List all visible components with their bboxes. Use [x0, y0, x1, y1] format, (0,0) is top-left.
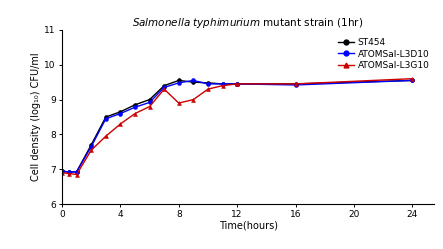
Title: $\it{Salmonella\ typhimurium}$ mutant strain (1hr): $\it{Salmonella\ typhimurium}$ mutant st… — [132, 16, 364, 30]
Y-axis label: Cell density (log₁₀) CFU/ml: Cell density (log₁₀) CFU/ml — [31, 53, 42, 181]
Legend: ST454, ATOMSal-L3D10, ATOMSal-L3G10: ST454, ATOMSal-L3D10, ATOMSal-L3G10 — [338, 38, 430, 70]
X-axis label: Time(hours): Time(hours) — [218, 221, 278, 231]
